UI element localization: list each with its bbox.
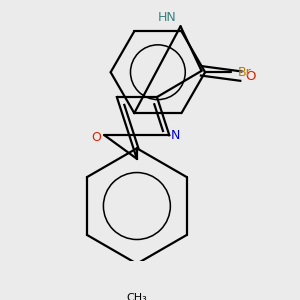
- Text: CH₃: CH₃: [127, 292, 147, 300]
- Text: O: O: [92, 131, 101, 144]
- Text: N: N: [171, 129, 181, 142]
- Text: HN: HN: [158, 11, 177, 24]
- Text: Br: Br: [238, 66, 252, 79]
- Text: O: O: [245, 70, 255, 83]
